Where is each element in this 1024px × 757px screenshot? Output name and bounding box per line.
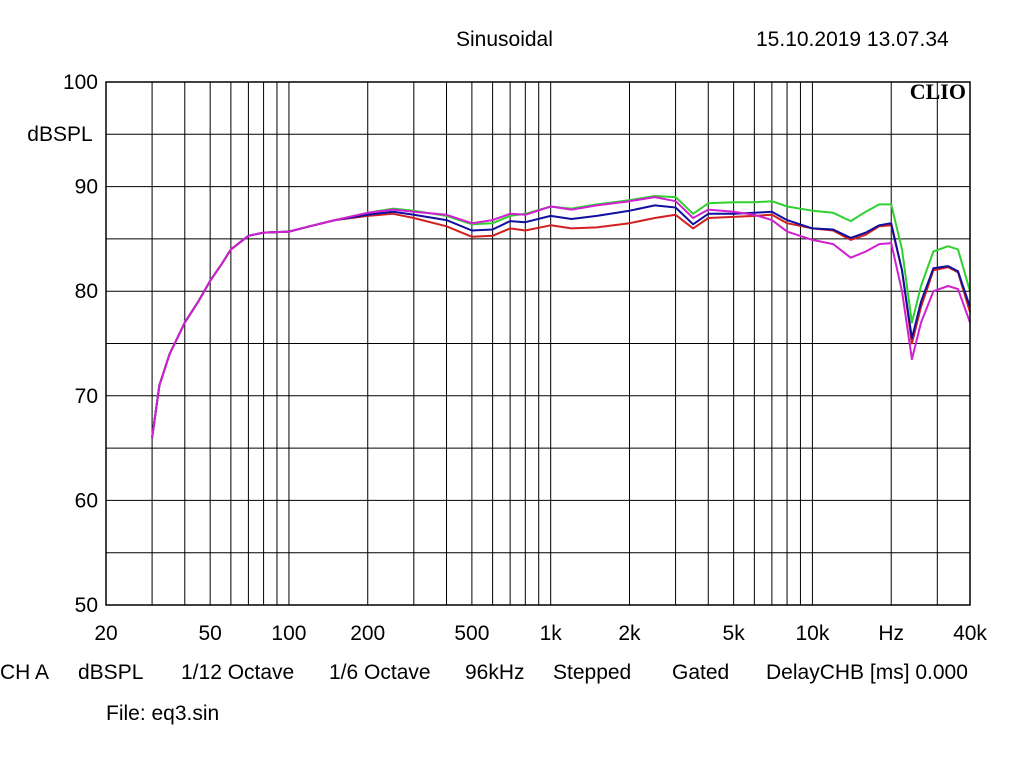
grid xyxy=(106,82,970,605)
channel-label: CH A xyxy=(0,661,50,684)
resolution-label: 1/6 Octave xyxy=(329,661,431,684)
x-tick-label: 5k xyxy=(723,622,746,645)
y-tick-label: 60 xyxy=(75,489,98,512)
x-tick-label: 1k xyxy=(540,622,563,645)
x-tick-label: 20 xyxy=(94,622,117,645)
y-axis-label: dBSPL xyxy=(27,123,92,146)
x-tick-label: 200 xyxy=(350,622,385,645)
y-tick-label: 90 xyxy=(75,176,98,199)
plot-frame xyxy=(105,81,971,606)
clio-logo: CLIO xyxy=(910,79,966,104)
response-curve xyxy=(151,196,971,438)
y-tick-label: 70 xyxy=(75,385,98,408)
timestamp: 15.10.2019 13.07.34 xyxy=(756,28,949,51)
response-curve xyxy=(151,212,971,438)
x-tick-label: 40k xyxy=(953,622,987,645)
unit-label: dBSPL xyxy=(78,661,144,684)
x-tick-label: 50 xyxy=(198,622,221,645)
gating-label: Gated xyxy=(672,661,730,684)
file-name: File: eq3.sin xyxy=(106,702,220,725)
sweep-mode-label: Stepped xyxy=(553,661,632,684)
samplerate-label: 96kHz xyxy=(465,661,525,684)
chart-title: Sinusoidal xyxy=(456,28,553,51)
x-tick-label: 100 xyxy=(271,622,306,645)
x-tick-label: 10k xyxy=(795,622,829,645)
response-curve xyxy=(151,204,971,438)
y-tick-label: 80 xyxy=(75,280,98,303)
smoothing-label: 1/12 Octave xyxy=(181,661,295,684)
x-tick-label: Hz xyxy=(878,622,904,645)
y-tick-labels: 100 90 80 70 60 50 xyxy=(63,71,98,617)
x-tick-labels: 20 50 100 200 500 1k 2k 5k 10k Hz 40k xyxy=(94,622,987,645)
y-tick-label: 50 xyxy=(75,594,98,617)
x-tick-label: 2k xyxy=(618,622,641,645)
x-tick-label: 500 xyxy=(454,622,489,645)
y-tick-label: 100 xyxy=(63,71,98,94)
delay-label: DelayCHB [ms] 0.000 xyxy=(766,661,968,684)
response-curves xyxy=(151,195,971,438)
